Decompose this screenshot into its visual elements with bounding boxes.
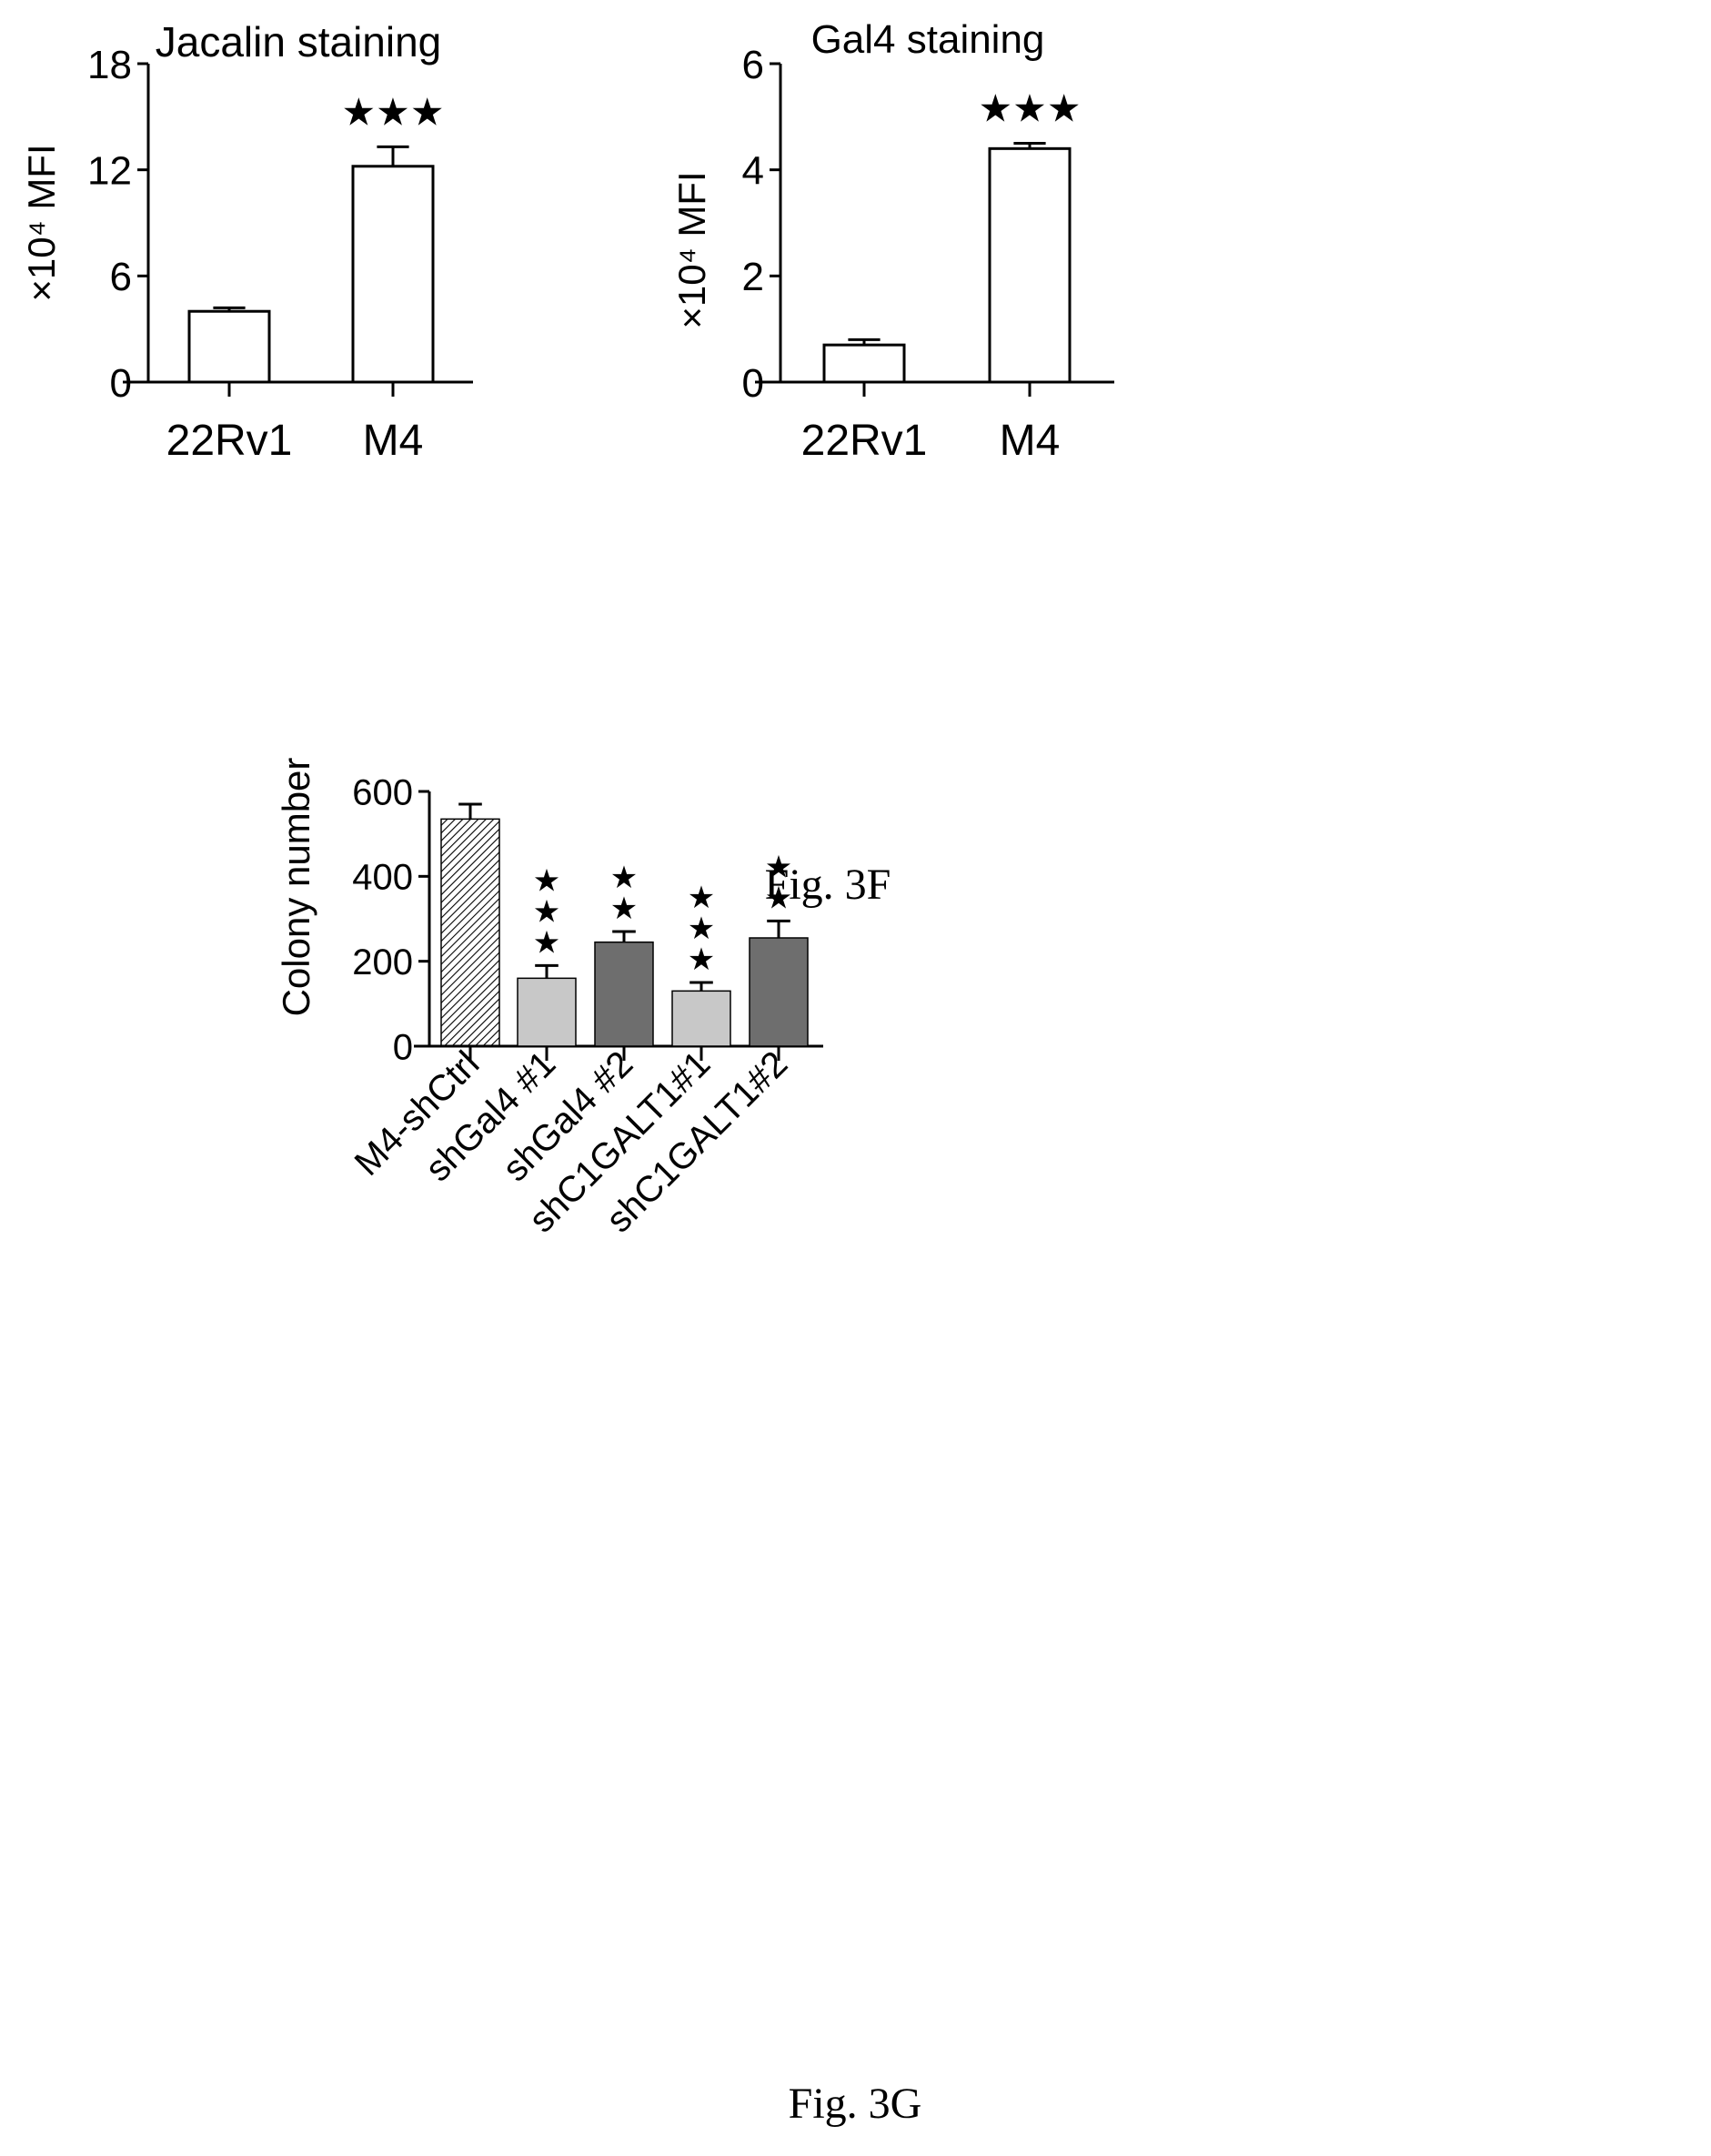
significance-star: ★ [610,892,638,926]
y-tick-label: 2 [742,255,764,299]
caption-fig-3f: Fig. 3F [765,861,891,909]
x-category-label: 22Rv1 [166,417,293,465]
chart-title: Jacalin staining [156,18,442,65]
significance-star: ★ [765,881,792,915]
significance-star: ★ [688,942,715,977]
bar [594,941,654,1047]
gal4-chart: Gal4 staining 0 2 4 6 ×10⁴ MFI 22Rv1 M4 ★★★ [670,17,1114,465]
bar [822,343,906,384]
chart-title: Gal4 staining [811,17,1045,62]
bar [749,937,809,1047]
y-tick-label: 18 [87,43,132,87]
significance-stars: ★★★ [342,90,445,133]
y-axis-label: Colony number [275,758,317,1017]
y-tick-label: 6 [742,43,764,87]
significance-star: ★ [533,925,560,960]
x-category-label: 22Rv1 [801,417,928,465]
jacalin-chart: Jacalin staining 0 6 12 18 ×10⁴ MFI 22Rv1 M4 ★★★ [20,18,473,465]
y-tick-label: 600 [352,772,413,812]
y-tick-label: 0 [110,361,132,406]
x-category-label: M4 [1000,417,1061,465]
significance-star: ★ [610,861,638,895]
y-tick-label: 12 [87,149,132,194]
significance-star: ★ [688,912,715,946]
bar [187,309,271,384]
bar [671,990,731,1047]
significance-star: ★ [533,894,560,929]
y-tick-label: 400 [352,858,413,898]
y-tick-label: 0 [742,361,764,406]
y-tick-label: 6 [110,255,132,299]
significance-star: ★ [765,850,792,884]
bar [988,146,1072,384]
bar [440,818,500,1047]
y-tick-label: 200 [352,942,413,982]
significance-stars: ★★★ [979,87,1082,130]
significance-star: ★ [688,881,715,915]
y-axis-label: ×10⁴ MFI [20,144,63,301]
x-category-label: M4 [363,417,424,465]
bar [517,977,577,1047]
y-tick-label: 0 [393,1027,413,1067]
caption-fig-3g: Fig. 3G [789,2080,922,2128]
y-axis-label: ×10⁴ MFI [670,171,713,328]
bar [351,165,435,384]
y-tick-label: 4 [742,149,764,194]
significance-star: ★ [533,863,560,898]
